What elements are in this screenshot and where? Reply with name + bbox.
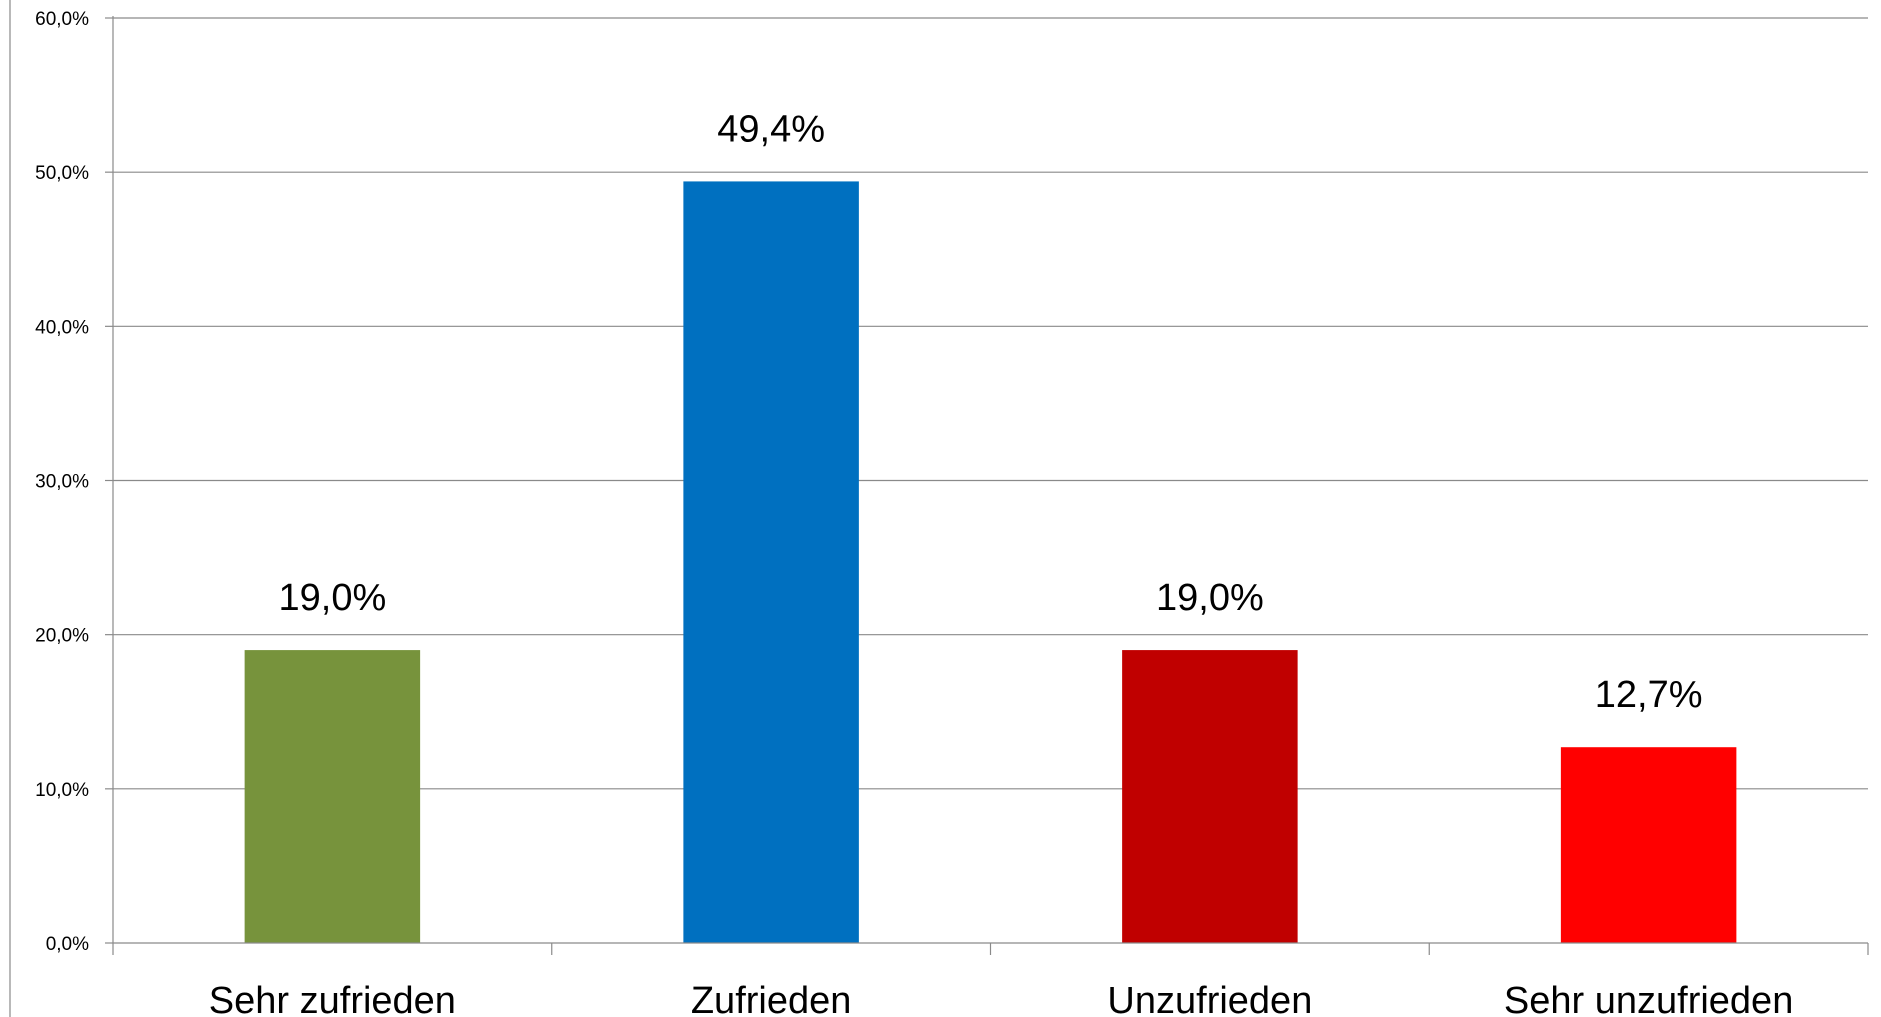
y-tick-label: 10,0% <box>35 780 89 801</box>
labels: 0,0% 10,0% 20,0% 30,0% 40,0% 50,0% 60,0% 19,0% S… <box>35 9 1793 1017</box>
bar-unzufrieden <box>1122 650 1298 943</box>
y-tick-label: 40,0% <box>35 317 89 338</box>
axes <box>105 16 1869 955</box>
y-tick-label: 20,0% <box>35 626 89 647</box>
data-label: 19,0% <box>279 577 387 619</box>
x-tick-label: Zufrieden <box>691 980 852 1017</box>
y-tick-label: 0,0% <box>46 934 89 955</box>
x-tick-label: Unzufrieden <box>1107 980 1312 1017</box>
data-label: 12,7% <box>1595 674 1703 716</box>
bar-sehr-unzufrieden <box>1560 747 1737 943</box>
y-tick-label: 50,0% <box>35 163 89 184</box>
x-tick-label: Sehr unzufrieden <box>1504 980 1793 1017</box>
data-label: 49,4% <box>717 108 825 150</box>
y-tick-label: 60,0% <box>35 9 89 30</box>
bar-sehr-zufrieden <box>244 650 421 943</box>
data-label: 19,0% <box>1156 577 1264 619</box>
bars <box>244 181 1737 943</box>
y-tick-label: 30,0% <box>35 472 89 493</box>
bar-zufrieden <box>683 181 859 943</box>
x-tick-label: Sehr zufrieden <box>209 980 456 1017</box>
